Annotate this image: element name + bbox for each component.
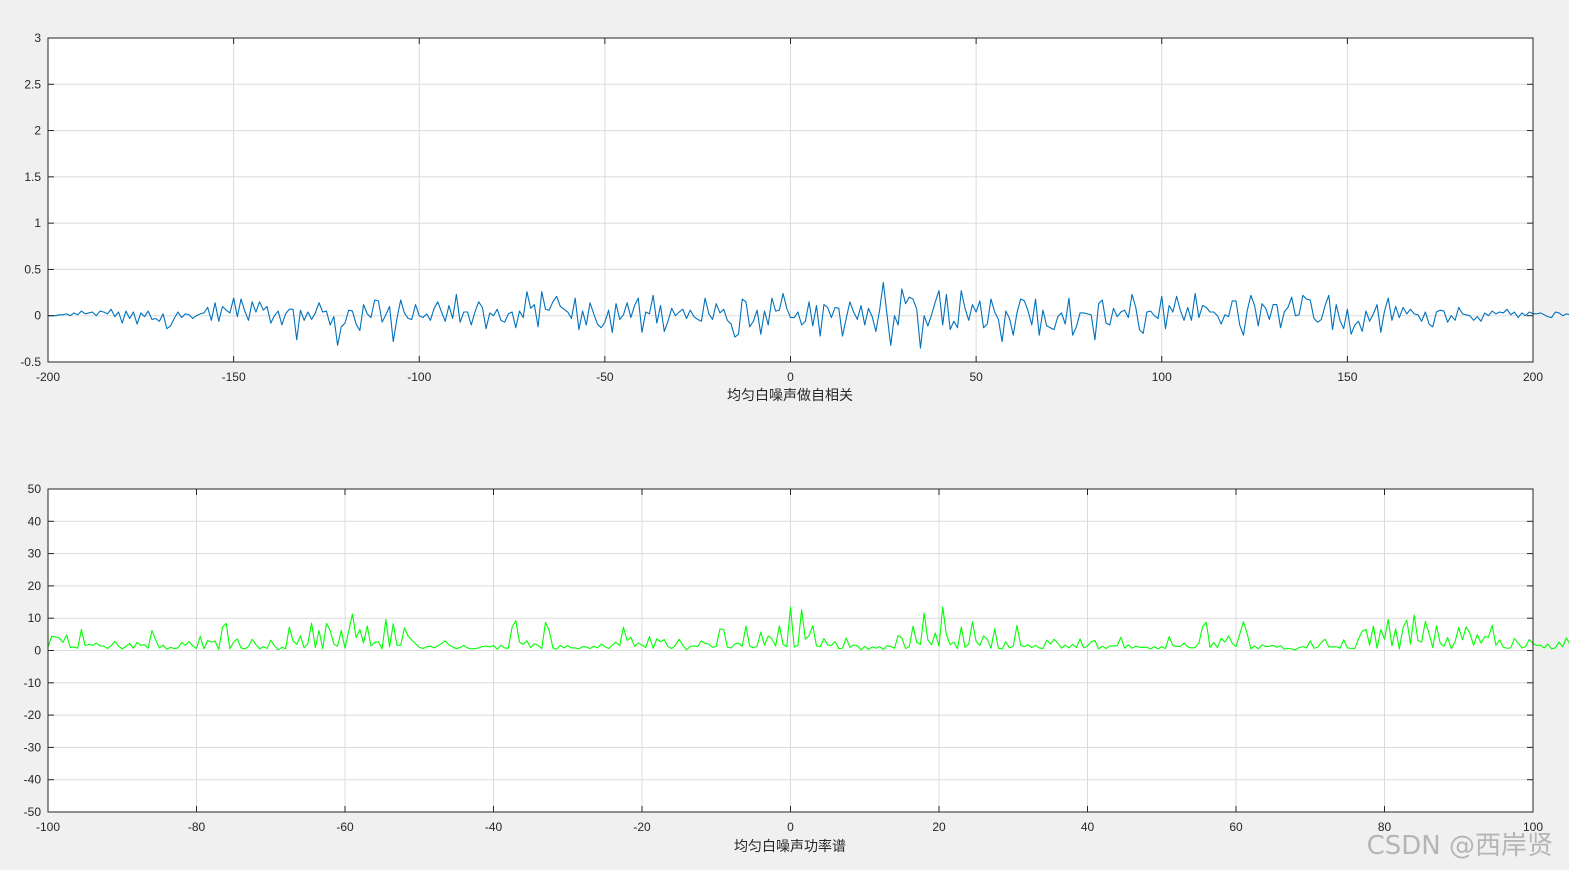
y-tick-label: 20 (28, 579, 42, 593)
y-tick-label: 2.5 (24, 77, 41, 91)
y-tick-label: 10 (28, 611, 42, 625)
x-tick-label: -60 (336, 820, 354, 834)
power-spectrum-xlabel: 均匀白噪声功率谱 (734, 838, 846, 855)
x-tick-label: -20 (633, 820, 651, 834)
x-tick-label: 100 (1152, 370, 1172, 384)
x-tick-label: 0 (787, 370, 794, 384)
y-tick-label: 50 (28, 482, 42, 496)
x-tick-label: 50 (969, 370, 983, 384)
x-tick-label: 40 (1081, 820, 1095, 834)
x-tick-label: 100 (1523, 820, 1543, 834)
y-tick-label: 40 (28, 514, 42, 528)
y-tick-label: -50 (24, 805, 42, 819)
x-tick-label: 80 (1378, 820, 1392, 834)
x-tick-label: -150 (222, 370, 246, 384)
series-line (47, 606, 1569, 651)
y-tick-label: 1 (34, 216, 41, 230)
y-tick-label: 2 (34, 124, 41, 138)
x-tick-label: 0 (787, 820, 794, 834)
autocorrelation-axes: -200 -150 -100 -50 0 50 100 150 200 -0.5 0 0.5 1 1.5 2… (20, 31, 1569, 384)
x-tick-label: -100 (407, 370, 431, 384)
y-tick-label: 1.5 (24, 170, 41, 184)
watermark-text: CSDN @西岸贤 (1367, 831, 1553, 861)
y-tick-label: 0 (34, 309, 41, 323)
y-tick-label: -10 (24, 676, 42, 690)
x-tick-label: 20 (932, 820, 946, 834)
y-tick-label: -40 (24, 773, 42, 787)
y-tick-label: -0.5 (20, 355, 41, 369)
y-tick-label: 30 (28, 547, 42, 561)
power-spectrum-axes: -100 -80 -60 -40 -20 0 20 40 60 80 100-50-40-30-20… (24, 482, 1569, 834)
x-tick-label: -40 (485, 820, 503, 834)
x-tick-label: 60 (1229, 820, 1243, 834)
x-tick-label: -200 (36, 370, 60, 384)
y-tick-label: 3 (34, 31, 41, 45)
y-tick-label: -30 (24, 740, 42, 754)
y-tick-label: 0.5 (24, 262, 41, 276)
x-tick-label: -50 (596, 370, 614, 384)
x-tick-label: 200 (1523, 370, 1543, 384)
x-tick-label: -100 (36, 820, 60, 834)
x-tick-label: -80 (188, 820, 206, 834)
autocorrelation-xlabel: 均匀白噪声做自相关 (727, 388, 853, 404)
series-line (48, 281, 1569, 349)
x-tick-label: 150 (1337, 370, 1357, 384)
y-tick-label: -20 (24, 708, 42, 722)
y-tick-label: 0 (34, 644, 41, 658)
